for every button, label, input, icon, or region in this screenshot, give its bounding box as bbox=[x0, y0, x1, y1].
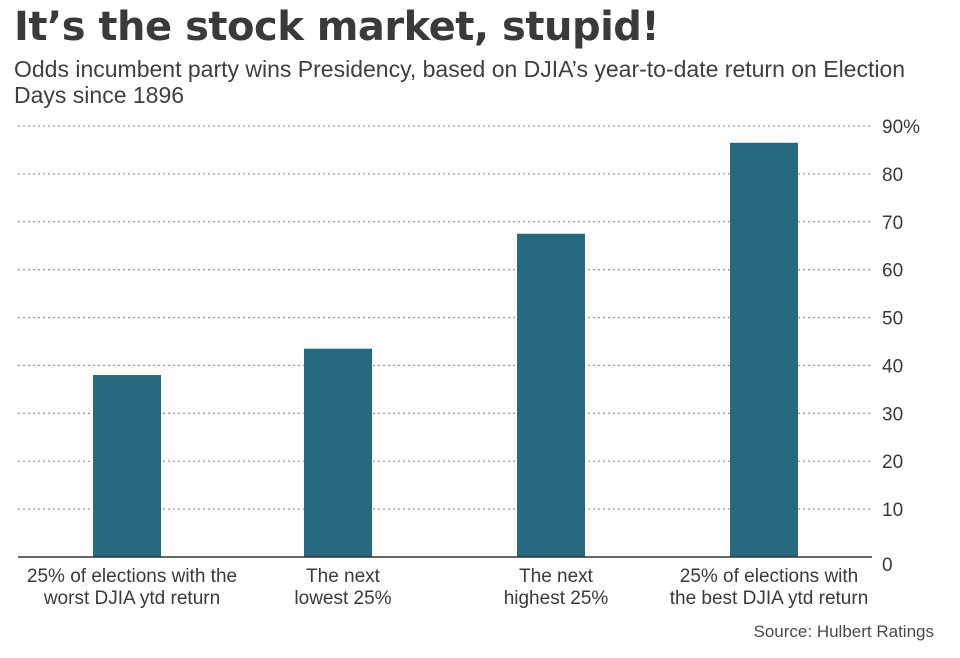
bar bbox=[304, 348, 372, 557]
y-tick-label: 60 bbox=[882, 261, 903, 282]
category-label: The next highest 25% bbox=[504, 566, 609, 609]
bar bbox=[93, 375, 161, 557]
chart-subtitle: Odds incumbent party wins Presidency, ba… bbox=[14, 56, 906, 108]
category-label: 25% of elections with the best DJIA ytd r… bbox=[670, 566, 869, 609]
y-tick-label: 90% bbox=[882, 117, 920, 138]
bar bbox=[517, 233, 585, 557]
bars bbox=[93, 142, 798, 557]
category-label: 25% of elections with the worst DJIA ytd … bbox=[27, 566, 237, 609]
gridlines bbox=[18, 125, 872, 510]
y-tick-label: 20 bbox=[882, 452, 903, 473]
y-tick-label: 0 bbox=[882, 555, 893, 576]
y-tick-label: 80 bbox=[882, 165, 903, 186]
bar bbox=[730, 142, 798, 557]
y-tick-label: 70 bbox=[882, 213, 903, 234]
category-label: The next lowest 25% bbox=[294, 566, 391, 609]
y-axis: 90% 80 70 60 50 40 30 20 10 0 bbox=[882, 117, 920, 576]
y-tick-label: 10 bbox=[882, 500, 903, 521]
y-tick-label: 50 bbox=[882, 309, 903, 330]
source-note: Source: Hulbert Ratings bbox=[753, 622, 934, 641]
y-tick-label: 40 bbox=[882, 356, 903, 377]
chart-title: It’s the stock market, stupid! bbox=[14, 4, 660, 50]
y-tick-label: 30 bbox=[882, 404, 903, 425]
x-axis: 25% of elections with the worst DJIA ytd … bbox=[27, 566, 868, 609]
